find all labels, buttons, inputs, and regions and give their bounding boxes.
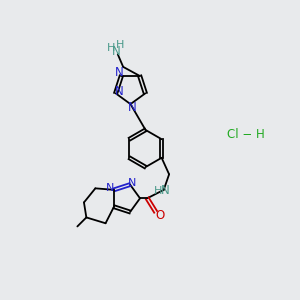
Text: H: H bbox=[116, 40, 124, 50]
Text: Cl − H: Cl − H bbox=[227, 128, 265, 142]
Text: H: H bbox=[107, 43, 116, 53]
Text: H: H bbox=[154, 186, 163, 197]
Text: O: O bbox=[155, 209, 164, 222]
Text: N: N bbox=[115, 66, 124, 80]
Text: N: N bbox=[128, 178, 136, 188]
Text: N: N bbox=[112, 45, 120, 58]
Text: N: N bbox=[128, 100, 136, 114]
Text: N: N bbox=[160, 184, 169, 197]
Text: N: N bbox=[106, 183, 115, 193]
Text: N: N bbox=[115, 85, 124, 98]
